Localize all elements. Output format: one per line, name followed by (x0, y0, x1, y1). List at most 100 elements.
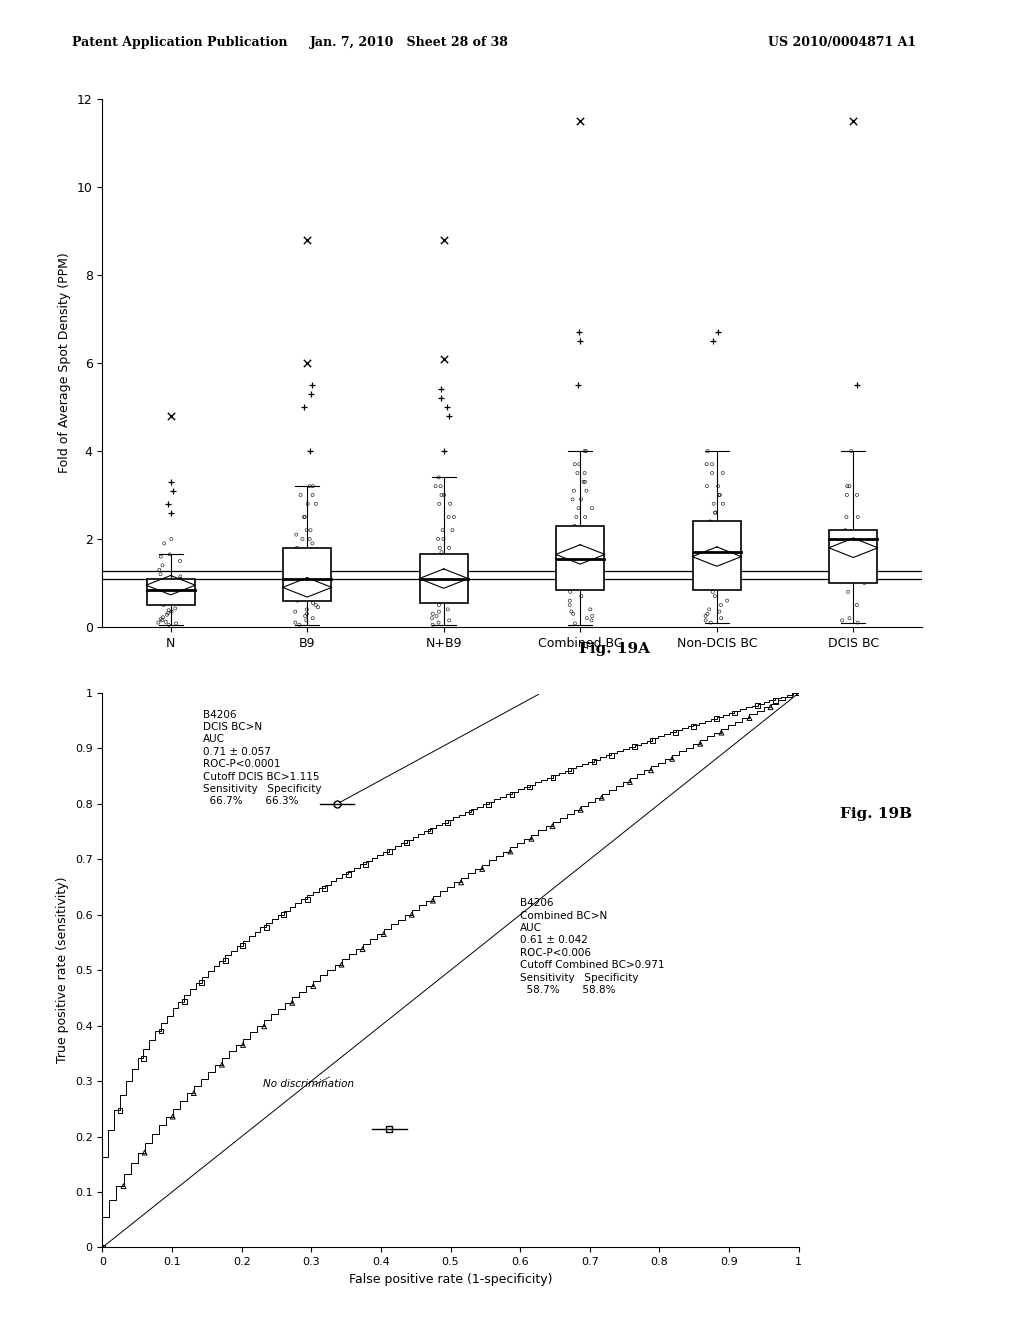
Point (299, 603, 315, 624)
Point (474, 858, 490, 879)
Point (578, 441, 594, 462)
Point (562, 760, 579, 781)
Point (577, 573, 593, 594)
Point (293, 484, 309, 506)
Point (586, 751, 602, 772)
Point (566, 533, 583, 554)
Point (172, 550, 188, 572)
Point (437, 590, 454, 611)
Point (545, 816, 561, 837)
Point (707, 528, 723, 549)
Point (398, 832, 415, 853)
Point (713, 722, 729, 743)
Point (567, 612, 584, 634)
Point (447, 554, 464, 576)
Point (767, 689, 783, 710)
Point (701, 599, 718, 620)
Point (403, 904, 420, 925)
Point (698, 560, 715, 581)
Point (707, 541, 723, 562)
Point (217, 950, 233, 972)
Point (545, 767, 561, 788)
Point (172, 568, 188, 589)
Point (304, 607, 321, 628)
Point (692, 733, 709, 754)
Point (167, 570, 183, 591)
Point (566, 454, 583, 475)
Point (703, 454, 720, 475)
Point (287, 601, 303, 622)
Point (435, 528, 452, 549)
Point (159, 605, 175, 626)
Point (295, 546, 311, 568)
Point (288, 524, 304, 545)
Point (442, 494, 459, 515)
Point (521, 776, 538, 797)
Point (302, 441, 318, 462)
Point (258, 917, 274, 939)
Point (428, 573, 444, 594)
Point (163, 471, 179, 492)
Point (431, 467, 447, 488)
Point (568, 507, 585, 528)
Point (284, 993, 300, 1014)
FancyBboxPatch shape (556, 525, 604, 590)
Point (308, 586, 325, 607)
Point (428, 606, 444, 627)
Point (307, 594, 324, 615)
Point (839, 507, 855, 528)
Point (164, 583, 180, 605)
Point (584, 498, 600, 519)
Point (94, 1237, 111, 1258)
Point (706, 494, 722, 515)
Point (715, 546, 731, 568)
Point (162, 544, 178, 565)
Point (299, 230, 315, 251)
Point (577, 507, 593, 528)
Point (435, 568, 452, 589)
Text: Jan. 7, 2010   Sheet 28 of 38: Jan. 7, 2010 Sheet 28 of 38 (310, 36, 509, 49)
FancyBboxPatch shape (284, 548, 331, 601)
Point (703, 577, 720, 598)
Point (705, 550, 721, 572)
Point (839, 475, 855, 496)
Point (436, 484, 453, 506)
Point (845, 111, 861, 132)
FancyBboxPatch shape (829, 531, 878, 583)
Point (161, 599, 177, 620)
Point (713, 594, 729, 615)
Point (296, 396, 312, 417)
Point (715, 462, 731, 483)
Point (291, 583, 307, 605)
Point (622, 771, 638, 792)
Point (172, 593, 188, 614)
Point (715, 494, 731, 515)
Point (849, 594, 865, 615)
Point (843, 441, 859, 462)
Point (563, 601, 580, 622)
Point (433, 541, 450, 562)
Point (572, 488, 589, 510)
Point (430, 528, 446, 549)
Point (152, 560, 168, 581)
Point (700, 573, 717, 594)
Point (153, 609, 169, 630)
Point (299, 494, 315, 515)
Point (153, 564, 169, 585)
Point (580, 524, 596, 545)
Point (442, 550, 459, 572)
Point (136, 1142, 153, 1163)
Point (838, 520, 854, 541)
Point (438, 396, 455, 417)
Point (185, 1082, 202, 1104)
Point (564, 488, 581, 510)
Point (168, 612, 184, 634)
Point (571, 330, 588, 351)
Point (480, 793, 497, 814)
Point (565, 603, 582, 624)
Point (275, 904, 292, 925)
Point (299, 352, 315, 374)
Text: Patent Application Publication: Patent Application Publication (72, 36, 287, 49)
Point (843, 550, 859, 572)
Point (307, 554, 324, 576)
